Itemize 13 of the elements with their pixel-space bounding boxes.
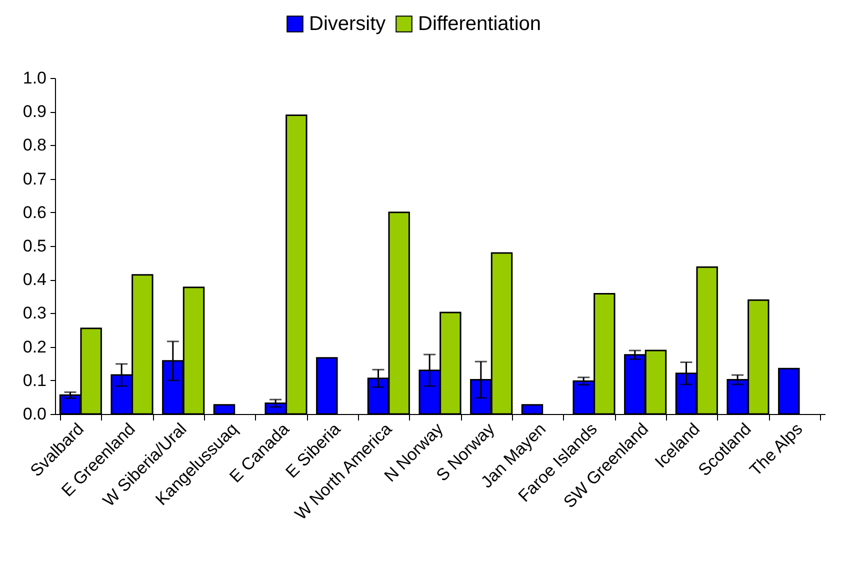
y-tick-label: 0.7 xyxy=(22,169,46,188)
legend-label: Differentiation xyxy=(418,13,542,35)
legend-label: Diversity xyxy=(309,13,386,35)
y-tick-label: 0.2 xyxy=(22,337,46,356)
y-tick-label: 0.4 xyxy=(22,270,46,290)
y-tick-label: 0.6 xyxy=(22,202,46,222)
y-tick-label: 0.8 xyxy=(22,136,46,155)
y-tick-label: 0.1 xyxy=(22,370,46,390)
y-tick-label: 0.9 xyxy=(22,102,46,122)
y-tick-label: 1.0 xyxy=(22,68,46,88)
y-tick-label: 0.5 xyxy=(22,236,46,256)
y-tick-label: 0.3 xyxy=(22,304,46,323)
y-tick-label: 0.0 xyxy=(22,404,46,424)
